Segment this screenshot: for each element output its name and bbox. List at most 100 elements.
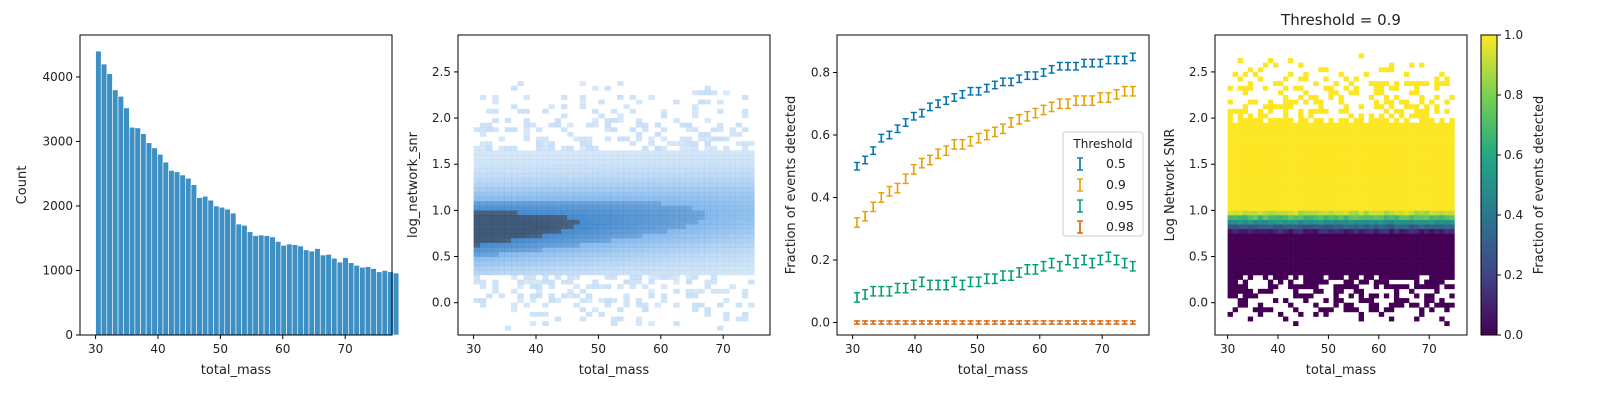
fraction-cell [1429, 136, 1435, 142]
density-cell [635, 275, 643, 280]
density-cell [511, 215, 518, 220]
fraction-cell [1338, 298, 1344, 303]
fraction-cell [1409, 242, 1415, 248]
fraction-cell [1298, 145, 1304, 151]
density-cell [648, 293, 655, 299]
fraction-cell [1358, 224, 1364, 230]
density-cell [579, 136, 587, 142]
fraction-cell [1338, 219, 1344, 225]
fraction-cell [1318, 178, 1324, 183]
fraction-cell [1409, 136, 1415, 142]
density-cell [648, 215, 655, 220]
density-cell [617, 265, 624, 271]
density-cell [486, 238, 493, 243]
fraction-cell [1262, 104, 1269, 110]
density-cell [642, 178, 649, 183]
fraction-cell [1388, 275, 1395, 280]
fraction-cell [1449, 196, 1455, 202]
density-cell [729, 219, 736, 225]
density-cell [617, 196, 624, 202]
fraction-cell [1328, 251, 1334, 257]
density-cell [567, 196, 574, 202]
fraction-cell [1429, 191, 1435, 197]
density-cell [729, 270, 736, 276]
density-cell [685, 164, 693, 170]
fraction-cell [1358, 187, 1364, 193]
fraction-cell [1257, 127, 1264, 133]
fraction-cell [1318, 210, 1324, 216]
density-cell [473, 168, 481, 174]
fraction-cell [1353, 191, 1359, 197]
density-cell [473, 201, 481, 206]
fraction-cell [1323, 168, 1329, 174]
fraction-cell [1368, 155, 1375, 160]
density-cell [573, 210, 580, 216]
fraction-cell [1308, 164, 1314, 170]
fraction-cell [1424, 150, 1430, 156]
fraction-cell [1419, 122, 1425, 128]
fraction-cell [1227, 215, 1233, 220]
fraction-cell [1267, 265, 1274, 271]
fraction-cell [1383, 164, 1390, 170]
fraction-cell [1262, 210, 1269, 216]
fraction-cell [1262, 233, 1269, 239]
density-cell [698, 178, 705, 183]
fraction-cell [1373, 293, 1380, 299]
density-cell [716, 196, 724, 202]
fraction-cell [1439, 122, 1445, 128]
fraction-cell [1429, 141, 1435, 147]
fraction-cell [1338, 270, 1344, 276]
density-cell [554, 164, 562, 170]
density-cell [741, 228, 749, 234]
density-cell [542, 145, 549, 151]
fraction-cell [1338, 178, 1344, 183]
fraction-cell [1278, 182, 1284, 188]
fraction-cell [1398, 228, 1405, 234]
fraction-cell [1318, 67, 1324, 73]
fraction-cell [1333, 210, 1339, 216]
density-cell [735, 224, 743, 230]
density-cell [642, 256, 649, 262]
fraction-cell [1343, 145, 1349, 151]
fraction-cell [1272, 215, 1279, 220]
fraction-cell [1318, 191, 1324, 197]
histogram-bar [376, 271, 383, 336]
density-cell [735, 159, 743, 165]
density-cell [698, 251, 705, 257]
fraction-cell [1232, 228, 1238, 234]
fraction-cell [1414, 210, 1420, 216]
density-cell [585, 215, 593, 220]
fraction-cell [1303, 164, 1309, 170]
fraction-cell [1414, 168, 1420, 174]
fraction-cell [1288, 215, 1294, 220]
density-cell [536, 224, 543, 230]
fraction-cell [1308, 251, 1314, 257]
fraction-cell [1323, 191, 1329, 197]
fraction-cell [1348, 215, 1354, 220]
fraction-cell [1383, 187, 1390, 193]
colorbar-tick-label: 0.0 [1504, 328, 1523, 342]
density-cell [598, 242, 605, 248]
density-cell [560, 196, 568, 202]
fraction-cell [1398, 275, 1405, 280]
fraction-cell [1439, 238, 1445, 243]
density-cell [692, 247, 699, 253]
fraction-cell [1373, 155, 1380, 160]
density-cell [704, 247, 711, 253]
density-cell [486, 270, 493, 276]
density-cell [529, 279, 537, 285]
fraction-cell [1444, 81, 1450, 87]
fraction-cell [1308, 182, 1314, 188]
fraction-cell [1348, 251, 1354, 257]
fraction-cell [1272, 275, 1279, 280]
density-cell [560, 173, 568, 179]
density-cell [542, 219, 549, 225]
fraction-cell [1383, 242, 1390, 248]
density-cell [523, 242, 530, 248]
density-cell [548, 270, 555, 276]
density-cell [504, 205, 512, 211]
density-cell [692, 275, 699, 280]
density-cell [486, 159, 493, 165]
density-cell [585, 136, 593, 142]
fraction-cell [1348, 284, 1354, 290]
